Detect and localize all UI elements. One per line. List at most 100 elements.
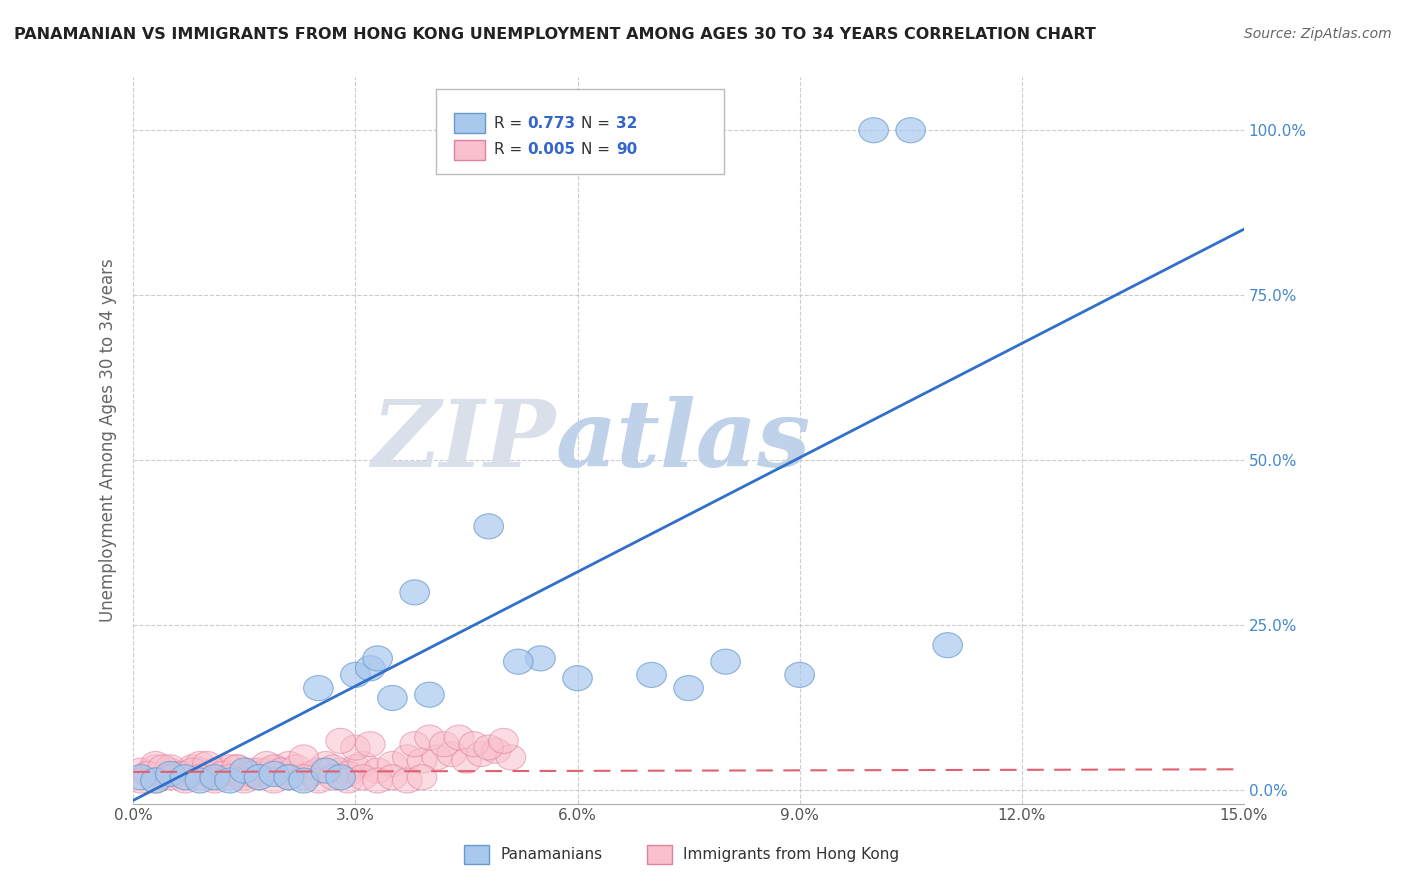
Ellipse shape bbox=[318, 755, 349, 780]
Ellipse shape bbox=[170, 764, 200, 789]
Ellipse shape bbox=[333, 762, 363, 787]
Ellipse shape bbox=[141, 768, 170, 793]
Ellipse shape bbox=[326, 758, 356, 783]
Text: 32: 32 bbox=[616, 116, 637, 130]
Ellipse shape bbox=[222, 755, 252, 780]
Ellipse shape bbox=[859, 118, 889, 143]
Ellipse shape bbox=[200, 764, 229, 789]
Ellipse shape bbox=[156, 758, 186, 783]
Ellipse shape bbox=[378, 685, 408, 711]
Ellipse shape bbox=[215, 764, 245, 789]
Ellipse shape bbox=[304, 758, 333, 783]
Ellipse shape bbox=[170, 762, 200, 787]
Ellipse shape bbox=[363, 758, 392, 783]
Ellipse shape bbox=[481, 739, 510, 764]
Ellipse shape bbox=[444, 725, 474, 750]
Ellipse shape bbox=[134, 762, 163, 787]
Ellipse shape bbox=[356, 731, 385, 756]
Text: ZIP: ZIP bbox=[371, 395, 555, 485]
Ellipse shape bbox=[711, 649, 741, 674]
Ellipse shape bbox=[193, 751, 222, 777]
Ellipse shape bbox=[288, 768, 318, 793]
Ellipse shape bbox=[156, 755, 186, 780]
Ellipse shape bbox=[311, 758, 340, 783]
Ellipse shape bbox=[267, 762, 297, 787]
Ellipse shape bbox=[378, 764, 408, 789]
Ellipse shape bbox=[349, 764, 378, 789]
Ellipse shape bbox=[333, 768, 363, 793]
Ellipse shape bbox=[259, 762, 288, 787]
Ellipse shape bbox=[141, 768, 170, 793]
Ellipse shape bbox=[399, 731, 429, 756]
Ellipse shape bbox=[156, 762, 186, 787]
Ellipse shape bbox=[399, 580, 429, 605]
Ellipse shape bbox=[229, 762, 259, 787]
Ellipse shape bbox=[259, 755, 288, 780]
Ellipse shape bbox=[215, 762, 245, 787]
Ellipse shape bbox=[229, 768, 259, 793]
Ellipse shape bbox=[437, 741, 467, 766]
Ellipse shape bbox=[156, 764, 186, 789]
Text: N =: N = bbox=[581, 116, 614, 130]
Ellipse shape bbox=[408, 764, 437, 789]
Ellipse shape bbox=[267, 758, 297, 783]
Ellipse shape bbox=[460, 731, 489, 756]
Ellipse shape bbox=[562, 665, 592, 690]
Text: 0.773: 0.773 bbox=[527, 116, 575, 130]
Ellipse shape bbox=[392, 768, 422, 793]
Ellipse shape bbox=[288, 745, 318, 770]
Ellipse shape bbox=[229, 758, 259, 783]
Ellipse shape bbox=[193, 762, 222, 787]
Ellipse shape bbox=[148, 764, 177, 789]
Ellipse shape bbox=[259, 768, 288, 793]
Ellipse shape bbox=[363, 646, 392, 671]
Ellipse shape bbox=[163, 762, 193, 787]
Ellipse shape bbox=[141, 755, 170, 780]
Text: N =: N = bbox=[581, 143, 614, 157]
Ellipse shape bbox=[408, 748, 437, 773]
Ellipse shape bbox=[274, 751, 304, 777]
Text: atlas: atlas bbox=[555, 395, 810, 485]
Ellipse shape bbox=[127, 758, 156, 783]
Ellipse shape bbox=[378, 751, 408, 777]
Ellipse shape bbox=[415, 725, 444, 750]
Ellipse shape bbox=[148, 755, 177, 780]
Ellipse shape bbox=[340, 735, 370, 760]
Text: 90: 90 bbox=[616, 143, 637, 157]
Text: R =: R = bbox=[494, 143, 527, 157]
Ellipse shape bbox=[252, 751, 281, 777]
Ellipse shape bbox=[207, 758, 238, 783]
Ellipse shape bbox=[489, 729, 519, 754]
Ellipse shape bbox=[127, 768, 156, 793]
Ellipse shape bbox=[170, 764, 200, 789]
Ellipse shape bbox=[186, 764, 215, 789]
Ellipse shape bbox=[785, 663, 814, 688]
Text: R =: R = bbox=[494, 116, 527, 130]
Ellipse shape bbox=[496, 745, 526, 770]
Ellipse shape bbox=[186, 751, 215, 777]
Ellipse shape bbox=[245, 764, 274, 789]
Ellipse shape bbox=[238, 762, 267, 787]
Ellipse shape bbox=[141, 751, 170, 777]
Ellipse shape bbox=[637, 663, 666, 688]
Ellipse shape bbox=[349, 751, 378, 777]
Ellipse shape bbox=[200, 768, 229, 793]
Ellipse shape bbox=[526, 646, 555, 671]
Ellipse shape bbox=[252, 758, 281, 783]
Ellipse shape bbox=[392, 745, 422, 770]
Ellipse shape bbox=[363, 768, 392, 793]
Ellipse shape bbox=[177, 758, 207, 783]
Ellipse shape bbox=[259, 755, 288, 780]
Ellipse shape bbox=[340, 755, 370, 780]
Ellipse shape bbox=[245, 758, 274, 783]
Ellipse shape bbox=[474, 514, 503, 539]
Text: PANAMANIAN VS IMMIGRANTS FROM HONG KONG UNEMPLOYMENT AMONG AGES 30 TO 34 YEARS C: PANAMANIAN VS IMMIGRANTS FROM HONG KONG … bbox=[14, 27, 1095, 42]
Ellipse shape bbox=[318, 764, 349, 789]
Ellipse shape bbox=[326, 729, 356, 754]
Ellipse shape bbox=[932, 632, 963, 657]
Ellipse shape bbox=[200, 758, 229, 783]
Ellipse shape bbox=[215, 768, 245, 793]
Ellipse shape bbox=[177, 755, 207, 780]
Ellipse shape bbox=[288, 764, 318, 789]
Ellipse shape bbox=[311, 751, 340, 777]
